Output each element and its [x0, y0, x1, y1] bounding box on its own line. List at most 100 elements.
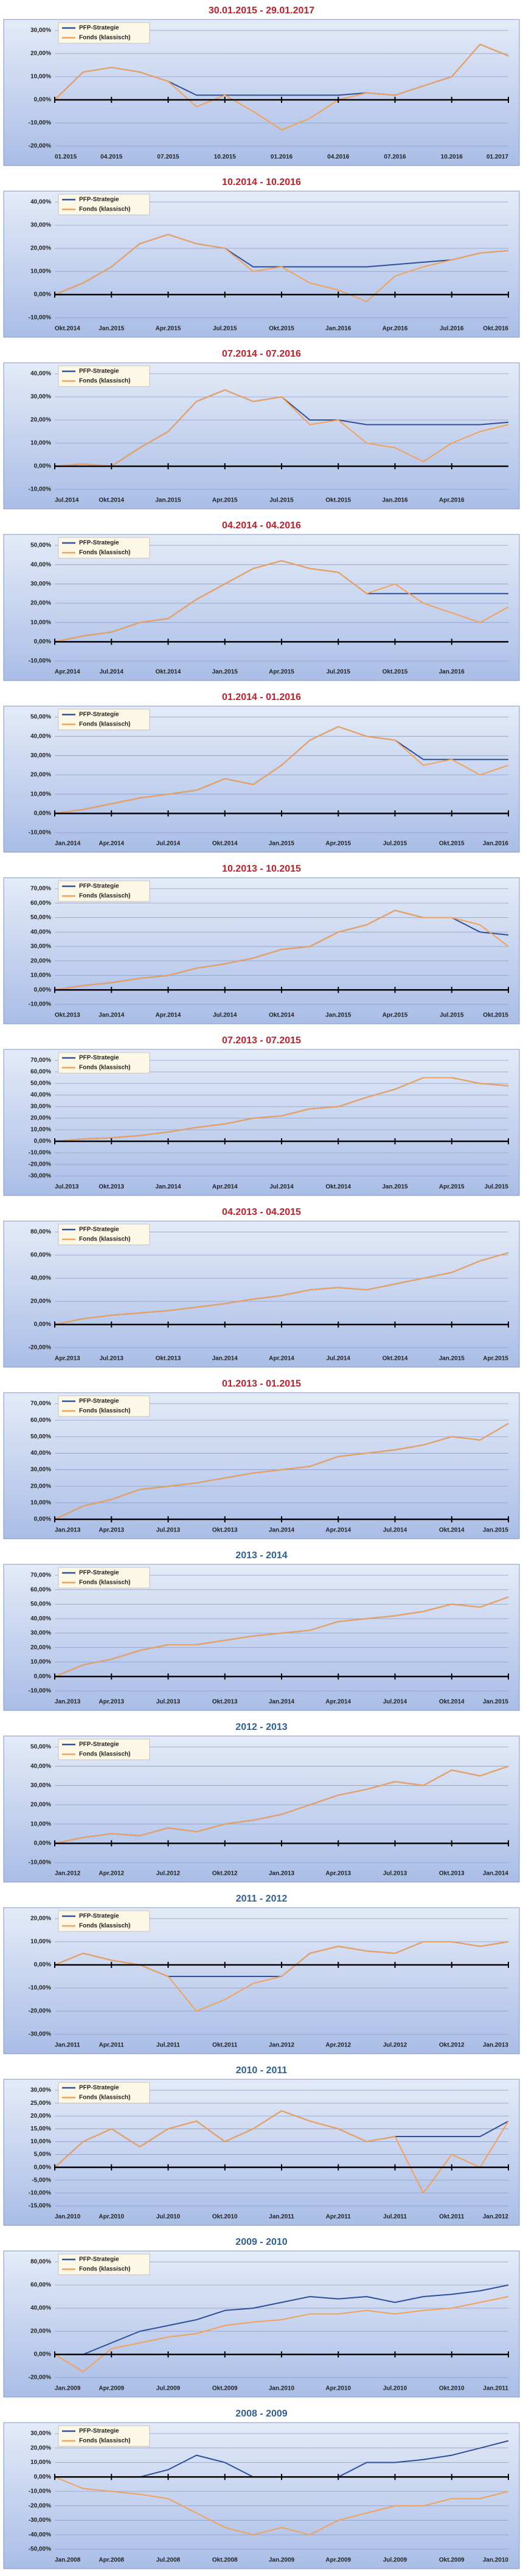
legend-box — [58, 1223, 150, 1245]
legend-label: PFP-Strategie — [79, 1913, 119, 1920]
x-tick-label: Jan.2011 — [55, 2042, 80, 2049]
legend-box — [58, 709, 150, 730]
x-tick-label: Jul.2012 — [383, 2042, 407, 2049]
x-tick-label: Jan.2013 — [269, 1871, 295, 1877]
y-tick-label: 0,00% — [34, 1840, 51, 1847]
x-tick-label: Okt.2013 — [439, 1871, 465, 1877]
chart-panel: 2013 - 2014 -10,00% 0,00% 10,00% 20,00% 30,00… — [3, 1550, 520, 1711]
x-tick-label: Apr.2015 — [269, 669, 294, 676]
y-tick-label: 50,00% — [30, 1601, 51, 1608]
legend-label: Fonds (klassisch) — [79, 550, 130, 556]
series-line — [54, 1941, 509, 2012]
x-tick-label: Jul.2013 — [100, 1356, 124, 1362]
x-tick-label: Okt.2013 — [156, 1356, 181, 1362]
x-tick-label: Jan.2015 — [155, 497, 181, 504]
y-tick-label: 20,00% — [30, 2113, 51, 2119]
x-tick-label: Jul.2015 — [485, 1184, 509, 1191]
y-tick-label: 40,00% — [30, 2305, 51, 2312]
y-tick-label: 50,00% — [30, 1080, 51, 1087]
x-tick-label: 10.2016 — [441, 154, 463, 161]
series-line — [54, 234, 509, 303]
x-tick-label: Jan.2011 — [269, 2214, 294, 2221]
legend-box — [58, 1738, 150, 1760]
chart-panel: 2011 - 2012 -30,00% -20,00% -10,00% 0,00% 10,… — [3, 1894, 520, 2054]
y-tick-label: 50,00% — [30, 542, 51, 549]
x-tick-label: Okt.2013 — [212, 1699, 238, 1706]
legend-box — [58, 22, 150, 44]
series-line — [54, 560, 509, 643]
y-tick-label: 50,00% — [30, 1433, 51, 1440]
y-tick-label: -10,00% — [29, 486, 51, 493]
series-line — [54, 1252, 509, 1325]
chart-title: 01.2013 - 01.2015 — [222, 1379, 301, 1389]
chart-panel: 10.2014 - 10.2016 -10,00% 0,00% 10,00% 20,00… — [3, 177, 520, 338]
x-tick-label: Apr.2016 — [439, 497, 465, 504]
y-tick-label: -30,00% — [29, 1173, 51, 1180]
y-tick-label: 10,00% — [30, 2138, 51, 2145]
y-tick-label: 0,00% — [34, 639, 51, 645]
y-tick-label: 60,00% — [30, 1586, 51, 1593]
y-tick-label: 0,00% — [34, 2164, 51, 2171]
y-tick-label: 60,00% — [30, 1417, 51, 1424]
legend-label: Fonds (klassisch) — [79, 1408, 130, 1415]
x-tick-label: Jan.2015 — [382, 1184, 408, 1191]
x-tick-label: 07.2015 — [157, 154, 179, 161]
y-tick-label: 40,00% — [30, 1763, 51, 1769]
y-tick-label: 20,00% — [30, 957, 51, 964]
y-tick-label: -10,00% — [29, 658, 51, 665]
y-tick-label: 0,00% — [34, 2351, 51, 2358]
y-tick-label: 50,00% — [30, 914, 51, 921]
x-tick-label: Jan.2012 — [55, 1871, 81, 1877]
y-tick-label: 20,00% — [30, 51, 51, 57]
x-tick-label: Okt.2009 — [439, 2557, 465, 2564]
legend-label: PFP-Strategie — [79, 368, 119, 375]
y-tick-label: 40,00% — [30, 733, 51, 740]
chart-title: 2011 - 2012 — [236, 1894, 288, 1904]
chart-panel: 07.2013 - 07.2015 -30,00% -20,00% -10,00% 0,… — [3, 1035, 520, 1196]
x-tick-label: Apr.2014 — [212, 1184, 238, 1191]
x-tick-label: Apr.2015 — [325, 841, 351, 847]
legend-label: Fonds (klassisch) — [79, 1751, 130, 1758]
chart-title: 2013 - 2014 — [235, 1550, 288, 1561]
legend-label: PFP-Strategie — [79, 1227, 119, 1233]
y-tick-label: -20,00% — [29, 143, 51, 150]
x-tick-label: Jan.2014 — [269, 1527, 295, 1534]
x-tick-label: Jan.2010 — [269, 2385, 295, 2392]
legend-box — [58, 1395, 150, 1417]
y-tick-label: -10,00% — [29, 1860, 51, 1866]
x-tick-label: Okt.2014 — [55, 326, 80, 332]
y-tick-label: 10,00% — [30, 791, 51, 797]
y-tick-label: -10,00% — [29, 1001, 51, 1008]
x-tick-label: 07.2016 — [384, 154, 406, 161]
x-tick-label: Apr.2011 — [99, 2042, 125, 2049]
y-tick-label: 30,00% — [30, 27, 51, 34]
x-tick-label: Okt.2014 — [325, 1184, 351, 1191]
y-tick-label: -30,00% — [29, 2031, 51, 2038]
x-tick-label: Okt.2013 — [212, 1527, 238, 1534]
x-tick-label: Apr.2013 — [99, 1527, 124, 1534]
y-tick-label: -20,00% — [29, 1161, 51, 1168]
x-tick-label: Apr.2009 — [99, 2385, 124, 2392]
x-tick-label: 04.2016 — [327, 154, 350, 161]
y-tick-label: 25,00% — [30, 2100, 51, 2107]
y-tick-label: -10,00% — [29, 830, 51, 836]
y-tick-label: -20,00% — [29, 1345, 51, 1351]
x-tick-label: Jul.2014 — [327, 1356, 351, 1362]
x-tick-label: Apr.2016 — [383, 326, 408, 332]
legend-box — [58, 1567, 150, 1589]
x-tick-label: Apr.2009 — [325, 2557, 351, 2564]
y-tick-label: -20,00% — [29, 2008, 51, 2015]
y-tick-label: 20,00% — [30, 600, 51, 607]
x-tick-label: Jul.2009 — [156, 2385, 181, 2392]
y-tick-label: -15,00% — [29, 2203, 51, 2210]
series-line — [54, 909, 509, 991]
x-tick-label: Jan.2009 — [55, 2385, 81, 2392]
y-tick-label: 0,00% — [34, 1673, 51, 1680]
x-tick-label: Jan.2014 — [483, 1871, 509, 1877]
x-tick-label: 01.2017 — [487, 154, 509, 161]
y-tick-label: 20,00% — [30, 1644, 51, 1651]
x-tick-label: Jul.2014 — [100, 669, 124, 676]
x-tick-label: Okt.2012 — [439, 2042, 465, 2049]
x-tick-label: Okt.2014 — [269, 1012, 294, 1019]
y-tick-label: 70,00% — [30, 1572, 51, 1579]
